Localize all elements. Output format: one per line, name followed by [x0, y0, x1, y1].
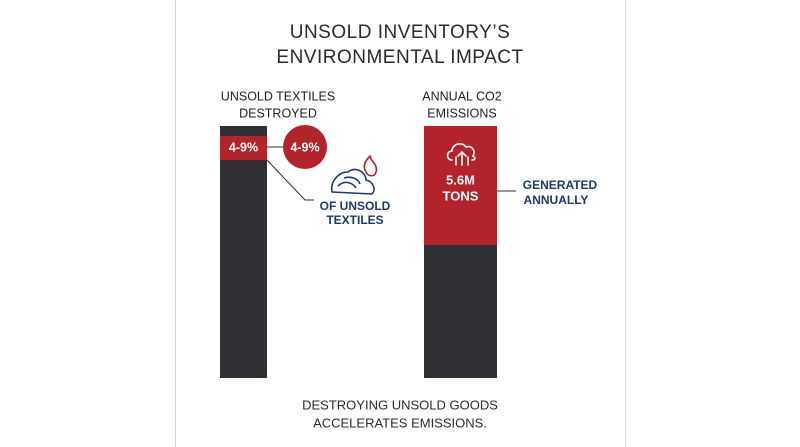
footer: DESTROYING UNSOLD GOODS: [302, 397, 498, 412]
panel-label: DESTROYED: [239, 106, 317, 120]
title-line: UNSOLD INVENTORY’S: [290, 22, 511, 43]
panel-label: EMISSIONS: [427, 106, 496, 120]
cloud-icon: [446, 142, 476, 166]
badge: [283, 125, 327, 169]
bar-highlight: [220, 136, 267, 160]
bar-highlight: [424, 126, 497, 245]
panel-label: UNSOLD TEXTILES: [221, 89, 335, 103]
footer: ACCELERATES EMISSIONS.: [313, 415, 487, 430]
note: GENERATED: [523, 178, 598, 192]
panel-label: ANNUAL CO2: [422, 89, 501, 103]
bar: [220, 126, 267, 378]
title-line: ENVIRONMENTAL IMPACT: [276, 47, 523, 68]
note: TEXTILES: [326, 213, 383, 227]
textile-fire-icon: [330, 155, 378, 195]
bar-text: 5.6M: [446, 172, 475, 187]
bar-text: 4-9%: [229, 140, 258, 154]
note: OF UNSOLD: [320, 199, 391, 213]
connector: [266, 159, 314, 201]
bar-text: TONS: [443, 188, 479, 203]
note: ANNUALLY: [524, 193, 589, 207]
badge-text: 4-9%: [290, 140, 319, 154]
